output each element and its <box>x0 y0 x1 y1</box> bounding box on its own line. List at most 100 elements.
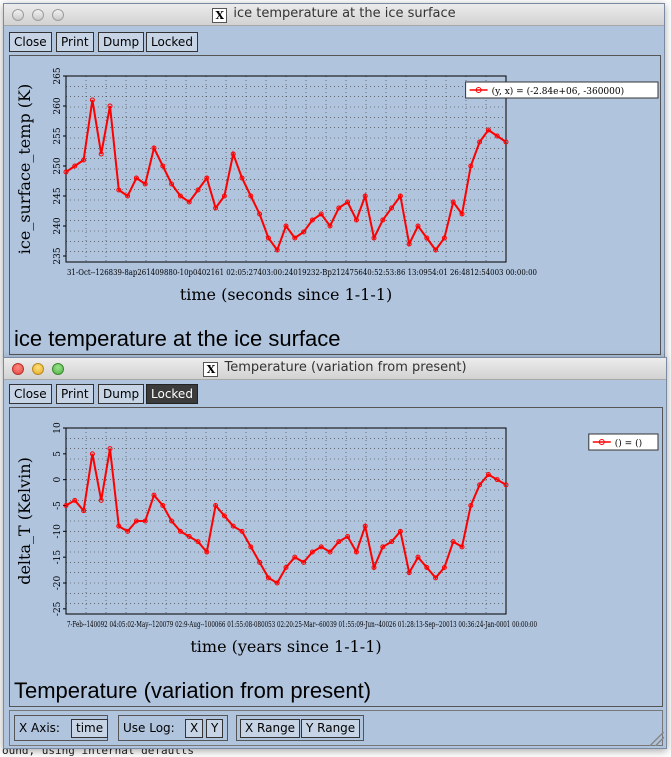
data-point <box>503 139 509 145</box>
data-point <box>301 229 307 235</box>
y-tick-label: -15 <box>53 550 63 565</box>
x-axis-label: time (seconds since 1-1-1) <box>180 285 392 304</box>
data-point <box>389 539 395 545</box>
ice-temperature-chart[interactable]: 235 240 245 250 255 260 265 31-Oct--126839-8ap2… <box>10 56 662 356</box>
data-point <box>116 523 122 529</box>
temperature-variation-window: X Temperature (variation from present) Cl… <box>3 357 667 749</box>
close-button[interactable]: Close <box>9 384 52 404</box>
data-point <box>477 139 483 145</box>
data-point <box>125 528 131 534</box>
data-point <box>177 528 183 534</box>
data-point <box>186 199 192 205</box>
legend-marker <box>598 439 605 445</box>
plot-caption: ice temperature at the ice surface <box>14 326 341 351</box>
data-point <box>239 175 245 181</box>
close-window-icon[interactable] <box>12 363 24 375</box>
legend-label: () = () <box>615 438 642 449</box>
data-point <box>81 508 87 514</box>
plot-panel: 235 240 245 250 255 260 265 31-Oct--126839-8ap2… <box>9 55 661 355</box>
plot-frame <box>65 75 507 263</box>
window-titlebar[interactable]: X Temperature (variation from present) <box>4 358 666 380</box>
y-tick-label: 260 <box>53 97 63 114</box>
x-tick-labels: 7-Feb--140092 04:05:02-May--120079 02:9-… <box>67 620 537 630</box>
data-point <box>230 523 236 529</box>
data-point <box>107 446 113 452</box>
data-point <box>494 133 500 139</box>
x11-icon: X <box>203 362 219 377</box>
minimize-window-icon[interactable] <box>32 363 44 375</box>
data-point <box>433 247 439 253</box>
data-point <box>213 205 219 211</box>
locked-button[interactable]: Locked <box>146 384 198 404</box>
y-tick-label: 245 <box>53 187 63 204</box>
data-point <box>301 559 307 565</box>
data-point <box>142 518 148 524</box>
dump-button[interactable]: Dump <box>98 32 145 52</box>
y-tick-label: 0 <box>53 477 63 483</box>
x-axis-select[interactable]: time <box>71 719 109 738</box>
data-point <box>309 217 315 223</box>
minimize-window-icon[interactable] <box>32 9 44 21</box>
close-window-icon[interactable] <box>12 9 24 21</box>
data-point <box>441 565 447 570</box>
data-point <box>415 554 421 560</box>
data-point <box>248 193 254 199</box>
zoom-window-icon[interactable] <box>52 9 64 21</box>
series-line <box>65 99 507 253</box>
data-point <box>406 570 412 576</box>
data-point <box>459 211 465 217</box>
data-point <box>257 211 263 217</box>
y-tick-label: -5 <box>53 501 63 510</box>
data-point <box>345 199 351 205</box>
locked-button[interactable]: Locked <box>146 32 198 52</box>
data-point <box>459 544 465 550</box>
y-range-button[interactable]: Y Range <box>301 719 361 738</box>
print-button[interactable]: Print <box>56 32 94 52</box>
data-point <box>327 223 333 229</box>
log-y-toggle[interactable]: Y <box>206 719 224 738</box>
y-tick-label: -25 <box>53 601 63 616</box>
print-button[interactable]: Print <box>56 384 94 404</box>
data-point <box>72 497 78 503</box>
toolbar: Close Print Dump Locked <box>4 26 664 54</box>
data-point <box>257 559 263 565</box>
data-point <box>468 163 474 169</box>
data-point <box>371 565 377 570</box>
data-point <box>213 503 219 508</box>
resize-grip-icon[interactable] <box>650 732 664 746</box>
close-button[interactable]: Close <box>9 32 52 52</box>
dump-button[interactable]: Dump <box>98 384 145 404</box>
data-point <box>204 175 210 181</box>
y-tick-label: 235 <box>53 247 63 264</box>
x-axis-group: X Axis: time <box>14 715 109 741</box>
x-range-button[interactable]: X Range <box>240 719 301 738</box>
data-point <box>63 503 69 508</box>
data-point <box>265 235 271 241</box>
data-point <box>309 549 315 555</box>
data-point <box>151 145 157 151</box>
y-tick-label: 255 <box>53 127 63 144</box>
log-x-toggle[interactable]: X <box>185 719 204 738</box>
data-point <box>327 549 333 555</box>
data-point <box>151 492 157 498</box>
legend-label: (y, x) = (-2.84e+06, -360000) <box>492 86 625 97</box>
y-axis-label: ice_surface_temp (K) <box>15 84 34 254</box>
data-point <box>292 554 298 560</box>
data-point <box>336 205 342 211</box>
data-point <box>485 472 491 477</box>
data-point <box>406 241 412 247</box>
data-point <box>345 534 351 539</box>
temperature-variation-chart[interactable]: -25 -20 -15 -10 -5 0 5 10 7-Feb--140092 04:05:02… <box>10 408 664 708</box>
zoom-window-icon[interactable] <box>52 363 64 375</box>
y-tick-label: 5 <box>53 451 63 457</box>
data-point <box>353 549 359 555</box>
legend: (y, x) = (-2.84e+06, -360000) <box>465 81 659 99</box>
x-axis-label: time (years since 1-1-1) <box>190 637 381 656</box>
data-point <box>397 193 403 199</box>
data-point <box>424 235 430 241</box>
data-point <box>248 544 254 550</box>
data-point <box>195 539 201 545</box>
data-point <box>116 187 122 193</box>
